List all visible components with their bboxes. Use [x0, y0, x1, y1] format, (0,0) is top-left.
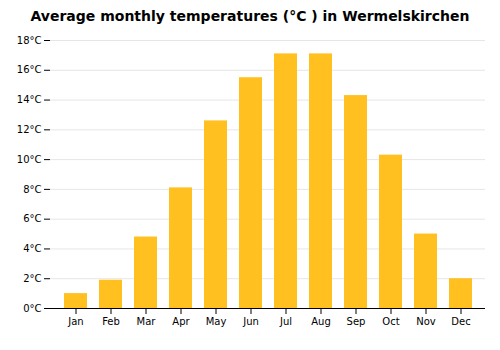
- svg-text:May: May: [206, 316, 227, 327]
- svg-text:Jul: Jul: [279, 316, 292, 327]
- svg-text:14°C: 14°C: [17, 94, 42, 105]
- svg-text:Dec: Dec: [451, 316, 470, 327]
- html-text:Average monthly temperatures (: Average monthly temperatures (°C ) in We…: [30, 8, 470, 24]
- svg-text:16°C: 16°C: [17, 64, 42, 75]
- svg-text:10°C: 10°C: [17, 154, 42, 165]
- svg-text:6°C: 6°C: [23, 213, 41, 224]
- svg-text:2°C: 2°C: [23, 273, 41, 284]
- svg-text:Aug: Aug: [311, 316, 331, 327]
- svg-text:Nov: Nov: [416, 316, 436, 327]
- svg-text:Apr: Apr: [172, 316, 190, 327]
- svg-text:12°C: 12°C: [17, 124, 42, 135]
- svg-text:Feb: Feb: [102, 316, 120, 327]
- svg-text:Jan: Jan: [67, 316, 83, 327]
- svg-text:Mar: Mar: [137, 316, 157, 327]
- svg-text:18°C: 18°C: [17, 35, 42, 46]
- svg-text:Jun: Jun: [242, 316, 259, 327]
- svg-text:0°C: 0°C: [23, 303, 41, 314]
- svg-text:Oct: Oct: [382, 316, 399, 327]
- svg-text:8°C: 8°C: [23, 184, 41, 195]
- svg-text:Sep: Sep: [347, 316, 366, 327]
- svg-text:4°C: 4°C: [23, 243, 41, 254]
